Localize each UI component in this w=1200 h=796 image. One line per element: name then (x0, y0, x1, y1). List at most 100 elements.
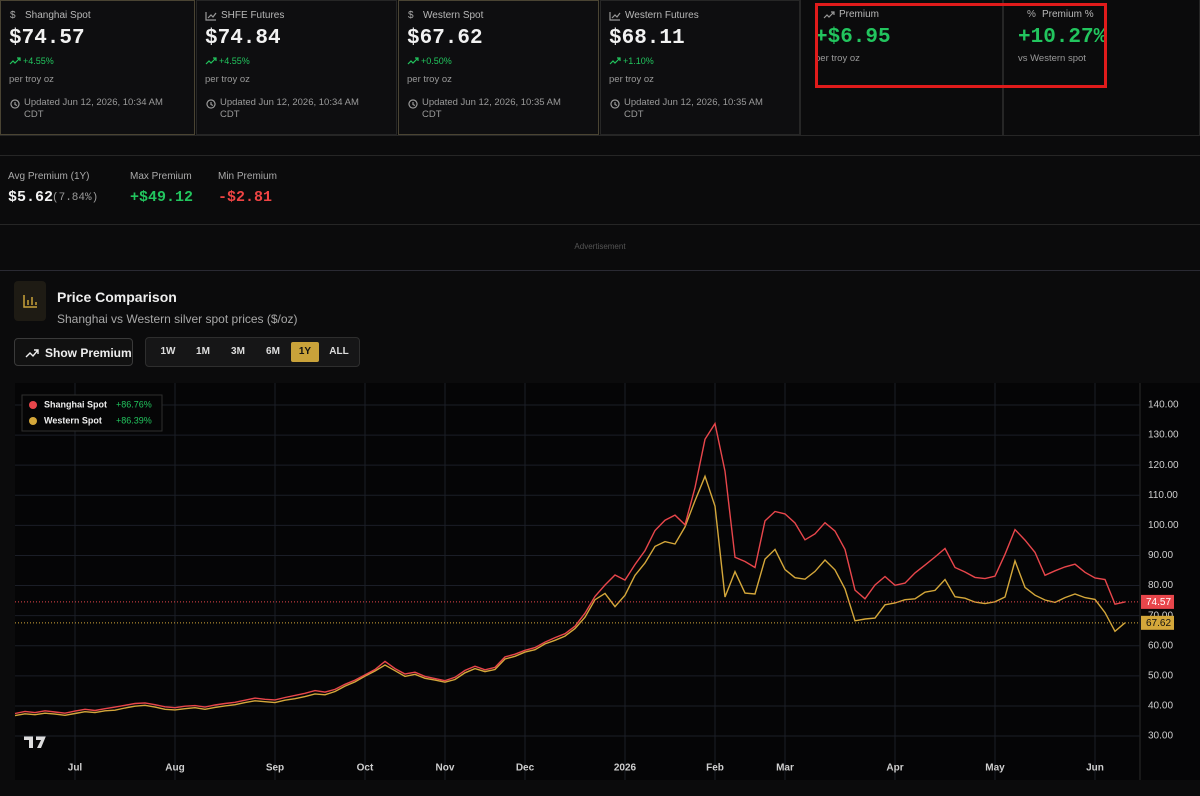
card-icon (823, 11, 835, 19)
card-label: Premium (839, 9, 880, 20)
x-tick-label: Apr (886, 763, 903, 774)
card-unit: per troy oz (609, 74, 654, 85)
stat-card: SHFE Futures $74.84 +4.55% per troy oz Updat… (196, 0, 397, 135)
y-tick-label: 80.00 (1148, 580, 1173, 591)
card-unit: per troy oz (815, 53, 860, 64)
stat-card: Premium +$6.95 per troy oz (800, 0, 1003, 135)
advertisement: Advertisement (574, 242, 626, 251)
clock-icon (10, 99, 20, 109)
card-price: $67.62 (407, 27, 483, 50)
button-label: Show Premium (45, 346, 132, 360)
divider (0, 135, 1200, 136)
y-tick-label: 90.00 (1148, 550, 1173, 561)
range-button[interactable]: 1Y (291, 342, 319, 362)
card-label: Shanghai Spot (25, 10, 91, 21)
section-subtitle: Shanghai vs Western silver spot prices (… (57, 312, 298, 326)
range-button[interactable]: 1W (160, 346, 176, 357)
divider (0, 270, 1200, 271)
stat-label: Max Premium (130, 171, 192, 182)
last-price-tag (1141, 615, 1174, 630)
last-price-tag (1141, 594, 1174, 609)
card-label: Western Futures (625, 10, 699, 21)
clock-icon (408, 99, 418, 109)
change-icon (407, 57, 419, 65)
card-unit: vs Western spot (1018, 53, 1086, 64)
range-selector: 1W 1M 3M 6M 1Y ALL (145, 337, 360, 367)
card-unit: per troy oz (407, 74, 452, 85)
card-change: +4.55% (23, 56, 54, 66)
card-label: SHFE Futures (221, 10, 285, 21)
x-tick-label: Aug (165, 763, 184, 774)
card-price: $74.84 (205, 27, 281, 50)
card-updated: Updated Jun 12, 2026, 10:34 AM CDT (220, 97, 359, 120)
price-line (14, 474, 1126, 717)
stat-label: Min Premium (218, 171, 277, 182)
stat-card: $ Western Spot $67.62 +0.50% per troy oz Upda… (398, 0, 599, 135)
x-tick-label: Nov (436, 763, 455, 774)
stat-card: % Premium % +10.27% vs Western spot (1003, 0, 1200, 135)
x-tick-label: Sep (266, 763, 284, 774)
card-change: +1.10% (623, 56, 654, 66)
legend-box (21, 394, 163, 432)
y-tick-label: 40.00 (1148, 701, 1173, 712)
bar-icon (23, 295, 37, 308)
card-unit: per troy oz (9, 74, 54, 85)
y-tick-label: 140.00 (1148, 400, 1179, 411)
stat-value: +$49.12 (130, 189, 194, 206)
divider (0, 155, 1200, 156)
stat-label: Avg Premium (1Y) (8, 171, 90, 182)
clock-icon (610, 99, 620, 109)
card-icon: $ (408, 10, 414, 21)
range-button[interactable]: 6M (266, 346, 280, 357)
x-tick-label: Oct (357, 763, 374, 774)
change-icon (9, 57, 21, 65)
legend-swatch (29, 401, 37, 409)
legend-name: Western Spot (44, 415, 102, 425)
y-tick-label: 110.00 (1148, 490, 1178, 501)
show-premium-button[interactable]: Show Premium (14, 338, 133, 366)
stat-value: $5.62 (8, 189, 54, 206)
range-button[interactable]: ALL (329, 346, 349, 357)
x-tick-label: Mar (776, 763, 794, 774)
stat-note: (7.84%) (52, 192, 99, 204)
card-updated: Updated Jun 12, 2026, 10:35 AM CDT (624, 97, 763, 120)
chart-background (15, 383, 1200, 780)
y-tick-label: 70.00 (1148, 610, 1173, 621)
range-button[interactable]: 3M (231, 346, 245, 357)
card-price: $74.57 (9, 27, 85, 50)
x-tick-label: Feb (706, 763, 724, 774)
stat-card: $ Shanghai Spot $74.57 +4.55% per troy oz Upd… (0, 0, 195, 135)
card-unit: per troy oz (205, 74, 250, 85)
x-tick-label: Dec (516, 763, 535, 774)
legend-name: Shanghai Spot (44, 399, 107, 409)
y-tick-label: 60.00 (1148, 640, 1173, 651)
section-icon (14, 281, 46, 321)
stat-card: Western Futures $68.11 +1.10% per troy oz Up… (600, 0, 800, 135)
card-change: +0.50% (421, 56, 452, 66)
x-tick-label: Jun (1086, 763, 1104, 774)
last-price-label: 74.57 (1146, 597, 1171, 608)
card-updated: Updated Jun 12, 2026, 10:34 AM CDT (24, 97, 163, 120)
change-icon (609, 57, 621, 65)
legend-change: +86.39% (116, 415, 152, 425)
legend-swatch (29, 417, 37, 425)
card-updated: Updated Jun 12, 2026, 10:35 AM CDT (422, 97, 561, 120)
card-icon: % (1027, 9, 1036, 20)
card-icon (205, 12, 217, 21)
price-line (14, 421, 1126, 715)
change-icon (205, 57, 217, 65)
card-label: Western Spot (423, 10, 484, 21)
x-tick-label: May (985, 763, 1005, 774)
card-label: Premium % (1042, 9, 1094, 20)
trend-icon (25, 349, 39, 358)
card-change: +4.55% (219, 56, 250, 66)
tradingview-logo (24, 736, 46, 748)
y-tick-label: 50.00 (1148, 670, 1173, 681)
card-price: +10.27% (1018, 26, 1107, 49)
card-price: +$6.95 (815, 26, 891, 49)
y-tick-label: 100.00 (1148, 520, 1179, 531)
legend-change: +86.76% (116, 399, 152, 409)
range-button[interactable]: 1M (196, 346, 210, 357)
stat-value: -$2.81 (218, 189, 273, 206)
